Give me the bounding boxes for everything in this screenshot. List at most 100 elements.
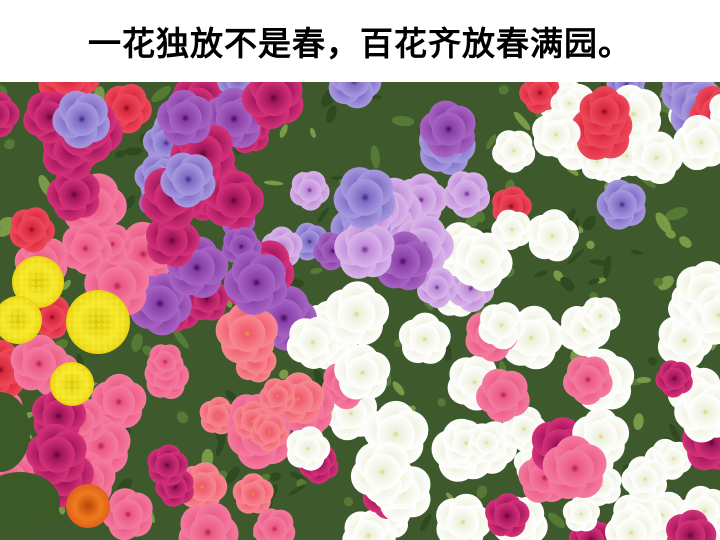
leaf [176, 411, 189, 424]
orange-marigold-flower [66, 484, 110, 528]
petunia-flower [205, 170, 264, 230]
petunia-flower [286, 316, 340, 369]
foliage-patch [0, 472, 60, 532]
petunia-flower [60, 223, 112, 275]
petunia-flower [324, 281, 390, 345]
leaf [560, 276, 575, 292]
foliage-patch [0, 392, 30, 472]
petunia-flower [621, 456, 668, 503]
petunia-flower [46, 167, 100, 222]
petunia-flower [476, 368, 530, 423]
petunia-flower [147, 444, 189, 486]
leaf [261, 473, 271, 481]
slide-title: 一花独放不是春，百花齐放春满园。 [88, 24, 632, 63]
leaf [114, 150, 126, 158]
petunia-flower [478, 302, 526, 350]
petunia-flower [91, 373, 147, 428]
leaf [588, 278, 600, 285]
leaf [392, 381, 405, 396]
leaf [420, 513, 432, 532]
petunia-flower [253, 508, 296, 540]
petunia-flower [160, 152, 216, 208]
petunia-flower [0, 91, 20, 138]
leaf [124, 147, 143, 156]
leaf [633, 413, 644, 431]
leaf [151, 85, 172, 103]
petunia-flower [688, 285, 720, 345]
petunia-flower [605, 507, 657, 540]
petunia-flower [492, 130, 536, 173]
petunia-flower [419, 100, 476, 158]
leaf [61, 279, 71, 291]
leaf [636, 376, 652, 384]
petunia-flower [562, 495, 600, 532]
leaf [586, 240, 595, 249]
petunia-flower [259, 378, 296, 415]
leaf [486, 134, 497, 150]
petunia-flower [146, 344, 184, 381]
petunia-flower [443, 171, 491, 218]
petunia-flower [52, 90, 110, 149]
leaf [225, 390, 237, 402]
petunia-flower [563, 356, 613, 405]
petunia-flower [673, 114, 720, 171]
leaf [289, 279, 304, 288]
petunia-flower [342, 509, 396, 540]
leaf [498, 84, 509, 95]
leaf [668, 423, 681, 442]
petunia-flower [333, 167, 396, 229]
petunia-flower [215, 301, 279, 364]
leaf [309, 127, 316, 138]
petunia-flower [328, 82, 382, 109]
petunia-flower [334, 218, 395, 279]
leaf [0, 216, 15, 230]
petunia-flower [203, 87, 265, 148]
leaf [310, 267, 323, 275]
petunia-flower [232, 473, 274, 514]
leaf [263, 180, 284, 186]
petunia-flower [542, 435, 607, 500]
leaf [655, 212, 672, 234]
leaf [173, 329, 189, 349]
petunia-flower [350, 442, 414, 505]
petunia-flower [579, 86, 630, 136]
petunia-flower [674, 381, 720, 443]
leaf [566, 248, 585, 266]
leaf [326, 104, 337, 124]
petunia-flower [9, 207, 55, 253]
leaf [288, 484, 306, 496]
flower-bed-image [0, 82, 720, 540]
petunia-flower [25, 423, 87, 485]
leaf [679, 236, 692, 248]
leaf [583, 215, 597, 231]
leaf [279, 369, 289, 380]
petunia-flower [241, 82, 304, 130]
petunia-flower [666, 509, 717, 540]
leaf [533, 270, 548, 278]
leaf [279, 124, 288, 138]
petunia-flower [250, 413, 289, 452]
leaf [225, 466, 240, 484]
petunia-flower [289, 171, 330, 211]
leaf [653, 277, 663, 287]
petunia-flower [580, 297, 621, 337]
petunia-flower [527, 209, 579, 262]
leaf [4, 139, 15, 150]
petunia-flower [398, 312, 451, 364]
leaf [547, 512, 566, 529]
leaf [317, 207, 329, 224]
petunia-flower [468, 424, 506, 462]
flower-bed-photo [0, 82, 720, 540]
petunia-flower [485, 493, 530, 537]
leaf [343, 497, 354, 507]
petunia-flower [532, 109, 581, 159]
leaf [513, 111, 531, 131]
leaf [665, 206, 688, 221]
petunia-flower [655, 360, 693, 398]
leaf [391, 116, 415, 127]
petunia-flower [156, 89, 213, 146]
petunia-flower [178, 502, 239, 540]
leaf [269, 472, 281, 482]
petunia-flower [223, 251, 288, 315]
